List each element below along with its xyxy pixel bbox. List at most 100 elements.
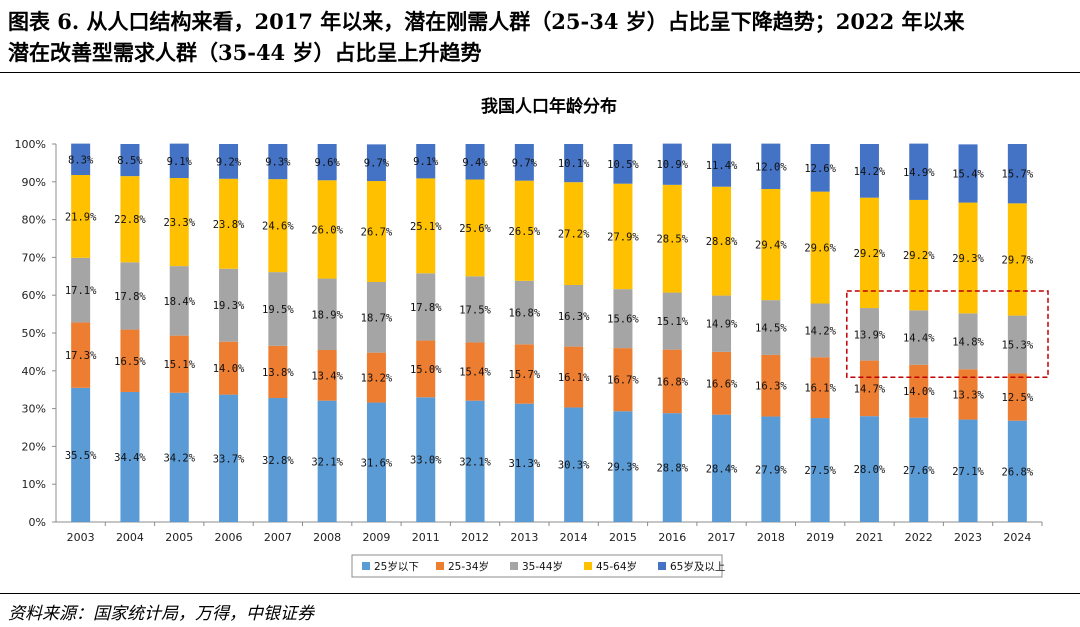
data-label: 28.5% (656, 234, 688, 246)
y-tick-label: 20% (22, 440, 46, 453)
bar-segment-age65plus (712, 143, 732, 187)
y-tick-label: 0% (29, 516, 46, 529)
bar-segment-age35_44 (810, 303, 830, 358)
bar-segment-age65plus (317, 144, 337, 181)
legend-swatch-age65plus (658, 562, 666, 570)
x-tick-label: 2006 (215, 531, 243, 544)
title-divider (0, 72, 1080, 73)
bar-segment-age65plus (465, 144, 485, 180)
data-label: 14.5% (755, 323, 787, 335)
data-label: 21.9% (65, 211, 97, 223)
data-label: 24.6% (262, 221, 294, 233)
x-tick-label: 2018 (757, 531, 785, 544)
source-divider (0, 593, 1080, 594)
bar-segment-age25_34 (712, 351, 732, 415)
bar-segment-under25 (613, 411, 633, 522)
data-label: 14.0% (213, 363, 245, 375)
data-label: 19.3% (213, 300, 245, 312)
x-tick-label: 2005 (165, 531, 193, 544)
data-label: 11.4% (706, 160, 738, 172)
data-label: 26.0% (311, 224, 343, 236)
x-tick-label: 2022 (905, 531, 933, 544)
bar-segment-age25_34 (613, 348, 633, 412)
data-label: 29.4% (755, 240, 787, 252)
bar-segment-under25 (169, 392, 189, 522)
y-tick-label: 80% (22, 214, 46, 227)
y-tick-label: 60% (22, 289, 46, 302)
legend-label: 25岁以下 (374, 560, 419, 573)
bar-segment-age25_34 (268, 345, 288, 399)
data-label: 10.5% (607, 159, 639, 171)
legend-swatch-under25 (362, 562, 370, 570)
bar-segment-age45_64 (219, 178, 239, 269)
x-tick-label: 2023 (954, 531, 982, 544)
bar-segment-under25 (564, 407, 584, 522)
data-label: 10.1% (558, 158, 590, 170)
bar-segment-age45_64 (71, 174, 91, 258)
bar-segment-age45_64 (1007, 203, 1027, 316)
bar-segment-age35_44 (169, 266, 189, 336)
data-label: 18.9% (311, 309, 343, 321)
data-label: 15.3% (1002, 340, 1034, 352)
bar-segment-age25_34 (514, 344, 534, 404)
data-label: 31.6% (361, 457, 393, 469)
bar-segment-age35_44 (662, 292, 682, 350)
data-label: 15.4% (952, 168, 984, 180)
bar-segment-age45_64 (465, 179, 485, 277)
data-label: 27.2% (558, 229, 590, 241)
bar-segment-under25 (514, 403, 534, 522)
data-label: 25.1% (410, 221, 442, 233)
data-label: 29.3% (952, 253, 984, 265)
data-label: 29.2% (854, 248, 886, 260)
bar-segment-age35_44 (514, 280, 534, 345)
x-tick-label: 2009 (362, 531, 390, 544)
legend-label: 65岁及以上 (670, 560, 725, 573)
bar-segment-age25_34 (810, 357, 830, 419)
y-tick-label: 40% (22, 365, 46, 378)
bar-segment-under25 (810, 418, 830, 522)
data-label: 35.5% (65, 450, 97, 462)
data-label: 14.2% (854, 166, 886, 178)
data-label: 15.4% (459, 367, 491, 379)
bar-segment-under25 (317, 400, 337, 522)
data-label: 12.5% (1002, 392, 1034, 404)
bar-segment-age65plus (958, 144, 978, 203)
x-tick-label: 2008 (313, 531, 341, 544)
data-label: 18.4% (163, 296, 195, 308)
data-label: 16.6% (706, 378, 738, 390)
x-tick-label: 2014 (560, 531, 588, 544)
legend-label: 25-34岁 (448, 560, 489, 573)
x-tick-label: 2007 (264, 531, 292, 544)
data-label: 27.1% (952, 466, 984, 478)
y-tick-label: 10% (22, 478, 46, 491)
data-label: 15.7% (1002, 169, 1034, 181)
bar-segment-age45_64 (317, 180, 337, 279)
bar-segment-under25 (366, 402, 386, 522)
bar-segment-age35_44 (761, 300, 781, 355)
y-tick-label: 90% (22, 176, 46, 189)
bar-segment-age25_34 (71, 322, 91, 388)
data-label: 9.2% (216, 156, 242, 168)
bar-segment-under25 (958, 419, 978, 522)
bar-segment-age35_44 (268, 272, 288, 346)
bar-segment-age65plus (219, 144, 239, 179)
data-label: 14.0% (903, 386, 935, 398)
data-label: 26.5% (509, 226, 541, 238)
data-label: 14.8% (952, 336, 984, 348)
data-label: 33.7% (213, 453, 245, 465)
data-label: 32.1% (459, 456, 491, 468)
bar-segment-age25_34 (416, 340, 436, 398)
data-label: 9.7% (364, 158, 390, 170)
bar-segment-under25 (712, 414, 732, 522)
data-label: 23.3% (163, 217, 195, 229)
data-label: 9.6% (315, 157, 341, 169)
data-label: 27.9% (607, 231, 639, 243)
data-label: 15.7% (509, 369, 541, 381)
data-label: 28.4% (706, 463, 738, 475)
data-label: 33.0% (410, 455, 442, 467)
data-label: 25.6% (459, 223, 491, 235)
highlight-box (846, 290, 1049, 378)
data-label: 28.8% (706, 236, 738, 248)
data-label: 15.1% (163, 359, 195, 371)
